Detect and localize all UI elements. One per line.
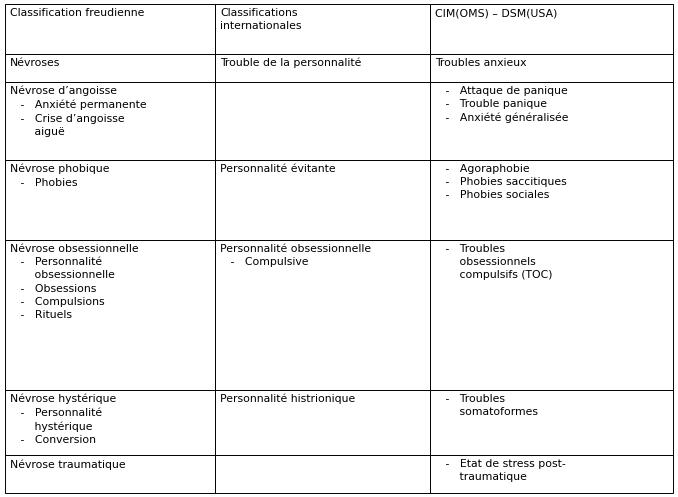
Bar bbox=[5, 240, 215, 390]
Text: Personnalité histrionique: Personnalité histrionique bbox=[220, 394, 355, 405]
Text: -   Agoraphobie
   -   Phobies saccitiques
   -   Phobies sociales: - Agoraphobie - Phobies saccitiques - Ph… bbox=[435, 164, 567, 200]
Text: -   Troubles
       obsessionnels
       compulsifs (TOC): - Troubles obsessionnels compulsifs (TOC… bbox=[435, 244, 553, 280]
Text: Personnalité obsessionnelle
   -   Compulsive: Personnalité obsessionnelle - Compulsive bbox=[220, 244, 371, 267]
Bar bbox=[215, 455, 430, 493]
Bar bbox=[215, 54, 430, 82]
Bar bbox=[215, 82, 430, 160]
Bar bbox=[215, 4, 430, 54]
Text: Classifications
internationales: Classifications internationales bbox=[220, 8, 302, 31]
Text: Névrose obsessionnelle
   -   Personnalité
       obsessionnelle
   -   Obsessio: Névrose obsessionnelle - Personnalité ob… bbox=[10, 244, 138, 320]
Text: Névrose d’angoisse
   -   Anxiété permanente
   -   Crise d’angoisse
       aigu: Névrose d’angoisse - Anxiété permanente … bbox=[10, 86, 146, 137]
Text: Névrose phobique
   -   Phobies: Névrose phobique - Phobies bbox=[10, 164, 110, 188]
Bar bbox=[5, 82, 215, 160]
Text: Personnalité évitante: Personnalité évitante bbox=[220, 164, 336, 174]
Bar bbox=[5, 4, 215, 54]
Text: -   Attaque de panique
   -   Trouble panique
   -   Anxiété généralisée: - Attaque de panique - Trouble panique -… bbox=[435, 86, 568, 123]
Bar bbox=[430, 54, 673, 82]
Bar bbox=[215, 390, 430, 455]
Bar bbox=[430, 390, 673, 455]
Bar bbox=[5, 160, 215, 240]
Bar bbox=[5, 54, 215, 82]
Bar bbox=[5, 455, 215, 493]
Text: Névrose hystérique
   -   Personnalité
       hystérique
   -   Conversion: Névrose hystérique - Personnalité hystér… bbox=[10, 394, 116, 445]
Bar bbox=[215, 160, 430, 240]
Bar bbox=[430, 455, 673, 493]
Bar bbox=[215, 240, 430, 390]
Text: Classification freudienne: Classification freudienne bbox=[10, 8, 144, 18]
Text: Névrose traumatique: Névrose traumatique bbox=[10, 459, 125, 470]
Text: Troubles anxieux: Troubles anxieux bbox=[435, 58, 527, 68]
Text: -   Etat de stress post-
       traumatique: - Etat de stress post- traumatique bbox=[435, 459, 565, 482]
Bar bbox=[430, 160, 673, 240]
Bar bbox=[430, 4, 673, 54]
Text: Névroses: Névroses bbox=[10, 58, 60, 68]
Bar bbox=[430, 82, 673, 160]
Text: -   Troubles
       somatoformes: - Troubles somatoformes bbox=[435, 394, 538, 417]
Bar bbox=[430, 240, 673, 390]
Text: Trouble de la personnalité: Trouble de la personnalité bbox=[220, 58, 361, 69]
Bar bbox=[5, 390, 215, 455]
Text: CIM(OMS) – DSM(USA): CIM(OMS) – DSM(USA) bbox=[435, 8, 557, 18]
